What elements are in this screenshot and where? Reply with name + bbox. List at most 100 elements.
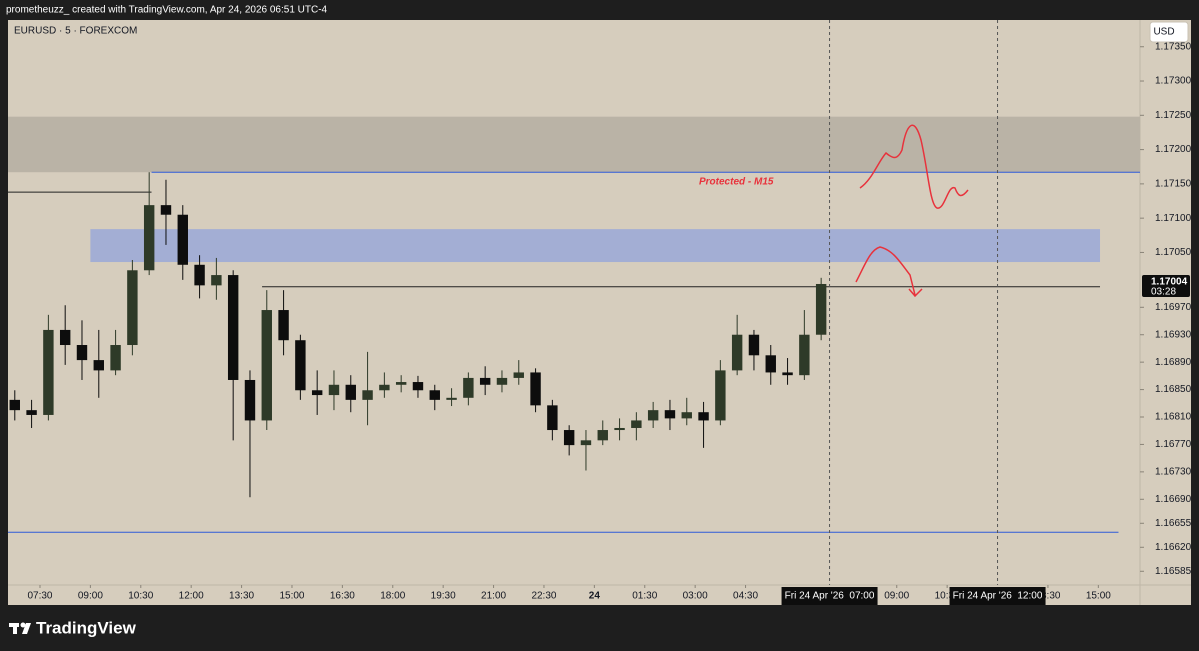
x-tick-label: 04:30: [733, 591, 758, 602]
candle-body: [278, 310, 289, 341]
candle-body: [563, 430, 575, 446]
zone: [90, 229, 1101, 263]
last-price-label: 1.17004: [1151, 277, 1188, 288]
candle-body: [143, 205, 155, 271]
x-tick-label: 10:30: [128, 591, 153, 602]
y-tick-label: 1.17150: [1155, 179, 1192, 190]
x-tick-label: 21:00: [481, 591, 506, 602]
candle-body: [631, 420, 642, 428]
candle-body: [580, 440, 592, 446]
symbol-label: EURUSD · 5 · FOREXCOM: [14, 26, 137, 37]
candle-body: [379, 384, 390, 391]
candle-body: [93, 360, 104, 371]
candle-body: [295, 340, 306, 391]
y-tick-label: 1.16770: [1155, 439, 1192, 450]
x-tick-label: 10:30: [935, 591, 960, 602]
candle-body: [127, 270, 138, 346]
x-tick-label: 15:00: [279, 591, 304, 602]
annotation: Protected - M15: [699, 177, 774, 188]
y-tick-label: 1.17050: [1155, 247, 1192, 258]
candle-body: [547, 405, 558, 431]
y-tick-label: 1.17100: [1155, 213, 1192, 224]
y-tick-label: 1.16655: [1155, 518, 1192, 529]
candle-body: [681, 412, 692, 419]
y-tick-label: 1.16585: [1155, 566, 1192, 577]
y-tick-label: 1.16730: [1155, 467, 1192, 478]
y-tick-label: 1.17300: [1155, 76, 1192, 87]
candle-body: [160, 205, 172, 215]
candle-body: [26, 410, 37, 415]
candle-body: [9, 399, 20, 411]
currency-button[interactable]: [1149, 21, 1189, 43]
candle-body: [664, 410, 676, 419]
x-tick-label: 19:30: [431, 591, 456, 602]
candle-body: [244, 379, 256, 421]
candle-body: [59, 329, 71, 346]
candle-body: [328, 384, 340, 396]
candle-body: [597, 430, 608, 441]
x-tick-label: 13:30: [1035, 591, 1060, 602]
candle-body: [748, 334, 760, 356]
candle-body: [177, 214, 188, 265]
y-tick-label: 1.16690: [1155, 494, 1192, 505]
y-tick-label: 1.16890: [1155, 357, 1192, 368]
zone: [8, 116, 1140, 173]
candle-body: [782, 372, 793, 376]
brand-logo: [9, 622, 31, 634]
x-tick-label: 12:00: [179, 591, 204, 602]
candle-body: [799, 334, 810, 376]
drawn-path: [859, 124, 969, 209]
y-tick-label: 1.16850: [1155, 384, 1192, 395]
x-tick-label: 22:30: [531, 591, 556, 602]
candle-body: [614, 427, 625, 431]
candle-body: [731, 334, 743, 371]
candle-body: [429, 390, 440, 400]
time-marker-label: Fri 24 Apr '26 07:00: [785, 591, 875, 602]
candle-body: [110, 345, 121, 371]
y-tick-label: 1.16930: [1155, 329, 1192, 340]
logo-mark: [13, 623, 17, 634]
candle-body: [815, 283, 827, 335]
candle-body: [261, 310, 272, 421]
candle-body: [698, 412, 709, 421]
candle-body: [530, 372, 541, 406]
y-tick-label: 1.16620: [1155, 542, 1192, 553]
chart-layer: 1.17350 1.17300 1.17250 1.17200 1.17150 1.171…: [8, 20, 1192, 605]
y-tick-label: 1.16970: [1155, 302, 1192, 313]
candle-body: [479, 377, 491, 385]
y-tick-label: 1.16810: [1155, 412, 1192, 423]
candle-body: [43, 329, 54, 415]
last-price-box: [1142, 274, 1190, 297]
currency-label[interactable]: USD: [1153, 27, 1174, 38]
x-tick-label: 09:00: [78, 591, 103, 602]
brand-name: TradingView: [36, 618, 137, 637]
x-tick-label: 03:00: [683, 591, 708, 602]
candle-body: [76, 345, 88, 361]
y-tick-label: 1.17250: [1155, 110, 1192, 121]
header-text: prometheuzz_ created with TradingView.co…: [6, 5, 328, 16]
candle-body: [227, 275, 239, 380]
time-marker-label: Fri 24 Apr '26 12:00: [953, 591, 1043, 602]
x-tick-label: 18:00: [380, 591, 405, 602]
candle-body: [412, 382, 424, 391]
y-tick-label: 1.17200: [1155, 144, 1192, 155]
drawn-arrow: [855, 246, 923, 298]
logo-mark: [20, 622, 26, 628]
time-marker-box: [781, 587, 878, 605]
candle-body: [194, 264, 205, 286]
x-tick-label: 24: [589, 591, 601, 602]
candle-body: [446, 397, 457, 400]
chart-panel: [8, 20, 1191, 605]
candle-body: [362, 390, 373, 400]
x-tick-label: 09:00: [884, 591, 909, 602]
x-tick-label: 07:30: [27, 591, 52, 602]
x-tick-label: 13:30: [229, 591, 254, 602]
candle-body: [345, 384, 356, 400]
candle-body: [395, 382, 407, 385]
candle-body: [715, 370, 726, 421]
y-tick-label: 1.17350: [1155, 41, 1192, 52]
candle-body: [463, 377, 474, 398]
x-tick-label: 16:30: [330, 591, 355, 602]
candle-body: [647, 410, 659, 421]
